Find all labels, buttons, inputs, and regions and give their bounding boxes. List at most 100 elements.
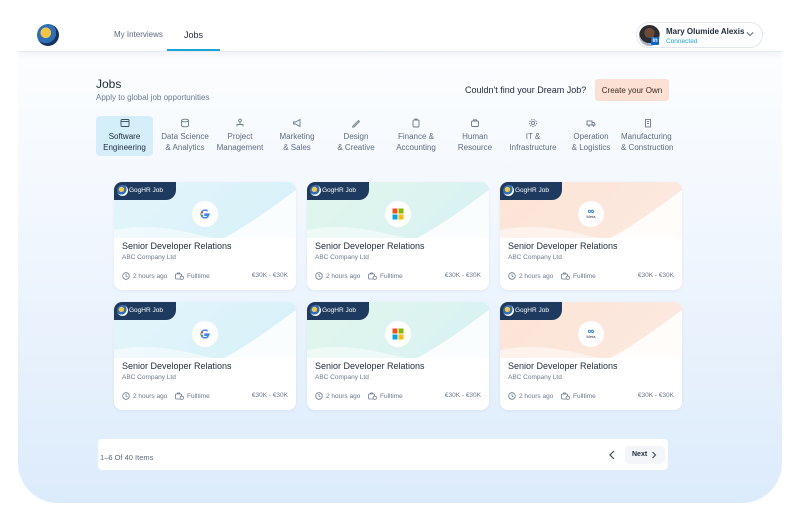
category-label: Human Resource <box>457 132 493 152</box>
top-bar: My Interviews Jobs in Mary Olumide Alexi… <box>18 0 782 52</box>
badge-label: GogHR Job <box>322 187 356 194</box>
google-logo-icon <box>200 209 210 219</box>
category-design-creative[interactable]: Design & Creative <box>336 116 376 156</box>
database-icon <box>181 118 189 128</box>
badge-label: GogHR Job <box>129 187 163 194</box>
clock-icon <box>122 392 130 400</box>
goghr-job-badge: GogHR Job <box>307 182 369 200</box>
job-type-label: Fulltime <box>380 393 403 400</box>
goghr-job-badge: GogHR Job <box>500 302 562 320</box>
chevron-left-icon[interactable] <box>606 449 618 461</box>
briefcase-clock-icon <box>368 272 377 280</box>
card-wave-decoration <box>500 310 682 358</box>
brand-text: Meta <box>586 214 596 219</box>
category-data-science[interactable]: Data Science & Analytics <box>156 116 214 156</box>
category-manufacturing-construction[interactable]: Manufacturing & Construction <box>621 116 673 156</box>
card-banner: GogHR Job ∞ Meta <box>500 302 682 358</box>
category-label: Software Engineering <box>103 132 146 152</box>
job-card[interactable]: GogHR Job Senior Developer Relations ABC C… <box>114 302 296 410</box>
tab-my-interviews[interactable]: My Interviews <box>114 30 163 39</box>
job-type-label: Fulltime <box>573 393 596 400</box>
job-card[interactable]: GogHR Job ∞ Meta Senior Developer Relations… <box>500 182 682 290</box>
posted-label: 2 hours ago <box>519 273 554 280</box>
category-label: Project Management <box>216 132 264 152</box>
card-wave-decoration <box>307 310 489 358</box>
card-banner: GogHR Job <box>307 302 489 358</box>
category-label: Finance & Accounting <box>396 132 436 152</box>
job-type: Fulltime <box>175 392 210 400</box>
clock-icon <box>508 272 516 280</box>
job-card[interactable]: GogHR Job Senior Developer Relations ABC C… <box>114 182 296 290</box>
category-marketing-sales[interactable]: Marketing & Sales <box>276 116 318 156</box>
job-title: Senior Developer Relations <box>122 241 232 251</box>
create-your-own-button[interactable]: Create your Own <box>595 79 669 101</box>
card-banner: GogHR Job <box>307 182 489 238</box>
company-name: ABC Company Ltd <box>122 254 176 261</box>
user-menu[interactable]: in Mary Olumide Alexis Connected <box>636 22 763 48</box>
category-software-engineering[interactable]: Software Engineering <box>96 116 153 156</box>
next-label: Next <box>632 451 648 458</box>
clock-icon <box>315 392 323 400</box>
next-button[interactable]: Next <box>625 446 665 464</box>
category-label: Marketing & Sales <box>279 132 315 152</box>
job-title: Senior Developer Relations <box>508 241 618 251</box>
company-logo <box>385 201 411 227</box>
job-card[interactable]: GogHR Job Senior Developer Relations ABC C… <box>307 302 489 410</box>
truck-icon <box>586 120 596 127</box>
job-type-label: Fulltime <box>573 273 596 280</box>
salary-range: €30K - €30K <box>637 392 674 399</box>
clock-icon <box>508 392 516 400</box>
meta-logo-icon: ∞ Meta <box>586 206 596 220</box>
card-banner: GogHR Job <box>114 302 296 358</box>
job-card[interactable]: GogHR Job Senior Developer Relations ABC C… <box>307 182 489 290</box>
company-logo <box>385 321 411 347</box>
posted-time: 2 hours ago <box>122 392 167 400</box>
dream-job-text: Couldn't find your Dream Job? <box>465 85 587 95</box>
job-title: Senior Developer Relations <box>315 361 425 371</box>
tab-jobs[interactable]: Jobs <box>184 30 204 40</box>
category-finance-accounting[interactable]: Finance & Accounting <box>393 116 439 156</box>
salary-range: €30K - €30K <box>251 272 288 279</box>
badge-label: GogHR Job <box>322 307 356 314</box>
chevron-right-icon <box>652 451 657 459</box>
posted-time: 2 hours ago <box>315 272 360 280</box>
card-wave-decoration <box>114 310 296 358</box>
card-banner: GogHR Job ∞ Meta <box>500 182 682 238</box>
user-name: Mary Olumide Alexis <box>666 27 745 36</box>
briefcase-icon <box>471 119 479 127</box>
job-type-label: Fulltime <box>380 273 403 280</box>
company-logo: ∞ Meta <box>578 321 604 347</box>
pagination-bar: 1–6 Of 40 Items Next <box>98 439 668 470</box>
briefcase-clock-icon <box>561 392 570 400</box>
card-wave-decoration <box>114 190 296 238</box>
posted-time: 2 hours ago <box>508 272 553 280</box>
goghr-job-badge: GogHR Job <box>114 302 176 320</box>
briefcase-clock-icon <box>368 392 377 400</box>
category-label: IT & Infrastructure <box>509 132 557 152</box>
job-card[interactable]: GogHR Job ∞ Meta Senior Developer Relations… <box>500 302 682 410</box>
category-project-management[interactable]: Project Management <box>215 116 265 156</box>
category-operation-logistics[interactable]: Operation & Logistics <box>568 116 614 156</box>
user-status: Connected <box>666 38 698 45</box>
code-window-icon <box>120 119 129 127</box>
posted-label: 2 hours ago <box>519 393 554 400</box>
badge-label: GogHR Job <box>515 307 549 314</box>
category-human-resource[interactable]: Human Resource <box>454 116 496 156</box>
salary-range: €30K - €30K <box>444 272 481 279</box>
briefcase-clock-icon <box>175 272 184 280</box>
microsoft-logo-icon <box>392 208 404 220</box>
posted-time: 2 hours ago <box>508 392 553 400</box>
brand-text: Meta <box>586 334 596 339</box>
job-title: Senior Developer Relations <box>122 361 232 371</box>
briefcase-clock-icon <box>561 272 570 280</box>
goghr-logo[interactable] <box>37 24 59 46</box>
pen-icon <box>351 119 361 128</box>
category-it-infrastructure[interactable]: IT & Infrastructure <box>505 116 561 156</box>
company-name: ABC Company Ltd <box>315 374 369 381</box>
goghr-logo-icon <box>117 305 128 316</box>
cog-icon <box>529 119 537 127</box>
chevron-down-icon <box>746 32 754 37</box>
goghr-logo-icon <box>117 185 128 196</box>
job-type: Fulltime <box>561 392 596 400</box>
category-label: Data Science & Analytics <box>161 132 209 152</box>
